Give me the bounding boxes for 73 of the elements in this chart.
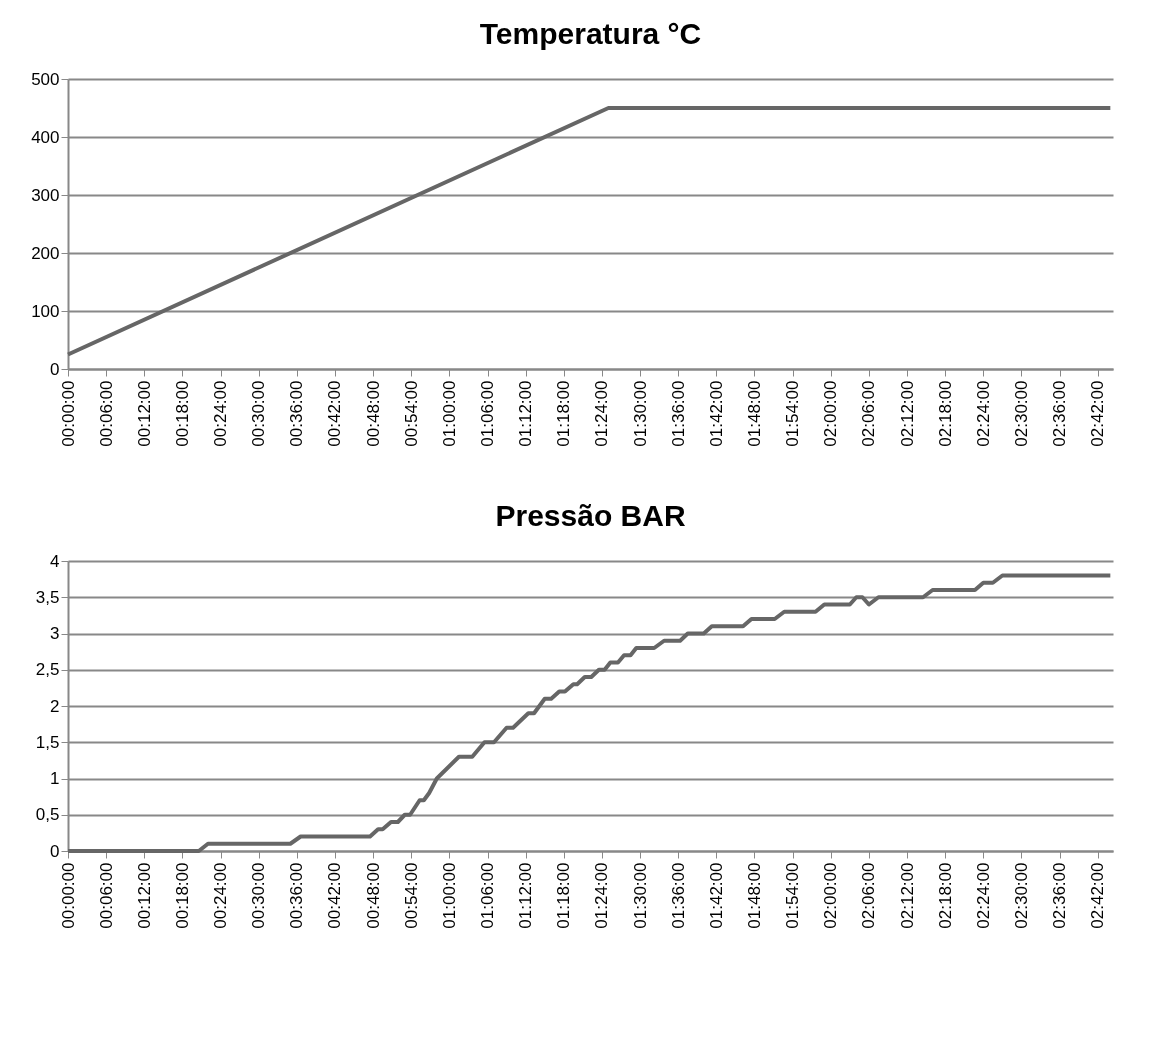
x-tick-label: 00:00:00 <box>58 862 78 929</box>
x-tick-label: 00:42:00 <box>325 380 345 447</box>
x-tick-label: 00:30:00 <box>249 380 269 447</box>
y-tick-label: 0 <box>50 359 60 379</box>
y-tick-label: 2 <box>50 696 60 716</box>
x-tick-label: 02:24:00 <box>973 862 993 929</box>
x-tick-label: 02:12:00 <box>897 862 917 929</box>
chart-title: Temperatura °C <box>479 17 702 50</box>
x-tick-label: 01:24:00 <box>592 380 612 447</box>
x-tick-label: 00:54:00 <box>401 862 421 929</box>
x-tick-label: 02:06:00 <box>859 862 879 929</box>
x-tick-label: 00:18:00 <box>172 380 192 447</box>
x-tick-label: 00:12:00 <box>134 380 154 447</box>
y-tick-label: 500 <box>31 69 60 89</box>
x-tick-label: 00:48:00 <box>363 380 383 447</box>
y-tick-label: 1,5 <box>35 732 60 752</box>
y-tick-label: 400 <box>31 127 60 147</box>
x-tick-label: 02:06:00 <box>859 380 879 447</box>
x-tick-label: 01:06:00 <box>478 862 498 929</box>
x-tick-label: 01:30:00 <box>630 380 650 447</box>
x-tick-label: 02:36:00 <box>1050 380 1070 447</box>
x-tick-label: 00:24:00 <box>211 862 231 929</box>
x-tick-label: 00:54:00 <box>401 380 421 447</box>
x-tick-label: 01:48:00 <box>745 380 764 447</box>
x-tick-label: 02:30:00 <box>1011 380 1031 447</box>
x-tick-label: 02:12:00 <box>897 380 917 447</box>
x-tick-label: 01:36:00 <box>668 380 688 447</box>
x-tick-label: 01:48:00 <box>745 862 764 929</box>
y-tick-label: 1 <box>50 769 60 788</box>
x-tick-label: 01:00:00 <box>439 862 459 929</box>
x-tick-label: 00:06:00 <box>96 862 116 929</box>
x-tick-label: 00:12:00 <box>134 862 154 929</box>
x-tick-label: 02:42:00 <box>1088 380 1108 447</box>
x-tick-label: 02:24:00 <box>973 380 993 447</box>
y-tick-label: 3 <box>50 624 60 643</box>
x-tick-label: 01:42:00 <box>706 380 726 447</box>
x-tick-label: 01:00:00 <box>439 380 459 447</box>
x-tick-label: 02:18:00 <box>935 862 955 929</box>
x-tick-label: 01:30:00 <box>630 862 650 929</box>
y-tick-label: 100 <box>31 301 60 321</box>
x-tick-label: 01:18:00 <box>554 380 574 447</box>
x-tick-label: 01:24:00 <box>592 862 612 929</box>
y-tick-label: 2,5 <box>35 660 60 680</box>
x-tick-label: 01:36:00 <box>668 862 688 929</box>
x-tick-label: 02:36:00 <box>1050 862 1070 929</box>
x-tick-label: 00:00:00 <box>58 380 78 447</box>
x-tick-label: 00:48:00 <box>363 862 383 929</box>
x-tick-label: 01:42:00 <box>706 862 726 929</box>
y-tick-label: 0,5 <box>35 805 60 825</box>
chart-title: Pressão BAR <box>495 499 686 532</box>
x-tick-label: 02:42:00 <box>1088 862 1108 929</box>
x-tick-label: 02:30:00 <box>1011 862 1031 929</box>
y-tick-label: 4 <box>50 551 60 571</box>
x-tick-label: 01:06:00 <box>478 380 498 447</box>
x-tick-label: 00:36:00 <box>287 380 307 447</box>
x-tick-label: 00:42:00 <box>325 862 345 929</box>
x-tick-label: 01:54:00 <box>783 380 803 447</box>
y-tick-label: 3,5 <box>35 587 60 607</box>
x-tick-label: 02:00:00 <box>821 862 841 929</box>
x-tick-label: 00:18:00 <box>172 862 192 929</box>
y-tick-label: 300 <box>31 185 60 205</box>
y-tick-label: 0 <box>50 841 60 861</box>
x-tick-label: 00:24:00 <box>211 380 231 447</box>
y-tick-label: 200 <box>31 243 60 263</box>
x-tick-label: 00:36:00 <box>287 862 307 929</box>
x-tick-label: 02:18:00 <box>935 380 955 447</box>
x-tick-label: 01:18:00 <box>554 862 574 929</box>
x-tick-label: 01:54:00 <box>783 862 803 929</box>
x-tick-label: 01:12:00 <box>516 862 536 929</box>
x-tick-label: 01:12:00 <box>516 380 536 447</box>
x-tick-label: 00:06:00 <box>96 380 116 447</box>
x-tick-label: 02:00:00 <box>821 380 841 447</box>
x-tick-label: 00:30:00 <box>249 862 269 929</box>
